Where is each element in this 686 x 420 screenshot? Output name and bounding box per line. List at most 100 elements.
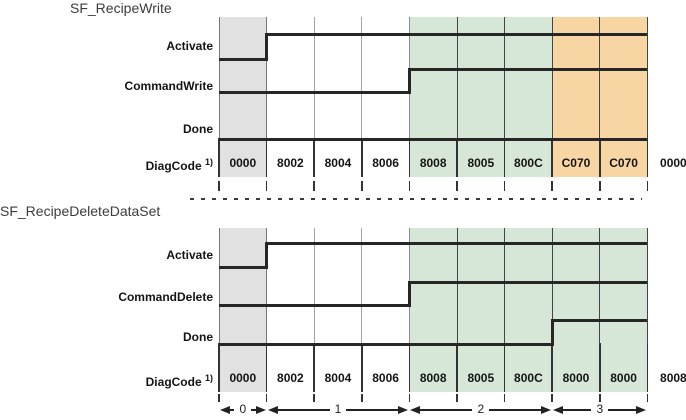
- diagcode-cell: 8002: [277, 156, 304, 170]
- signal-label: Activate: [166, 248, 213, 262]
- tick-mark: [218, 394, 220, 402]
- diagcode-label: DiagCode 1): [145, 373, 213, 389]
- phase-number: 1: [334, 402, 342, 416]
- signal-trace: [219, 58, 269, 61]
- phase-arrow-left-icon: [553, 405, 564, 414]
- phase-background: [552, 228, 600, 392]
- tick-mark: [551, 181, 553, 191]
- grid-line: [218, 228, 220, 346]
- phase-arrow-left-icon: [410, 405, 421, 414]
- diagcode-cell: C070: [609, 156, 638, 170]
- signal-trace: [265, 33, 648, 36]
- signal-trace: [265, 242, 648, 245]
- grid-line: [551, 17, 553, 141]
- diagcode-cell-border: [361, 343, 363, 392]
- diagcode-cell-border: [503, 138, 506, 177]
- tick-mark: [456, 394, 458, 402]
- diagcode-cell: 8000: [562, 371, 590, 385]
- diagcode-cell-border: [313, 138, 315, 177]
- phase-background: [599, 228, 648, 392]
- tick-mark: [456, 181, 458, 191]
- diagcode-cell: 8005: [467, 156, 495, 170]
- grid-line: [361, 17, 363, 141]
- diagcode-cell-border: [408, 138, 411, 177]
- signal-label: Activate: [166, 39, 213, 53]
- tick-mark: [361, 181, 363, 191]
- diagcode-cell-border: [313, 343, 315, 392]
- diagcode-value-outside: 0000: [660, 156, 686, 170]
- signal-trace-step: [550, 319, 554, 346]
- phase-arrow-right-icon: [398, 405, 409, 414]
- diagcode-cell: 8002: [277, 371, 304, 385]
- diagcode-cell-border: [361, 138, 363, 177]
- tick-mark: [313, 181, 315, 191]
- signal-trace: [219, 304, 411, 307]
- phase-line: [608, 408, 637, 411]
- diagcode-cell-border: [551, 138, 553, 177]
- dashed-separator: [190, 198, 642, 200]
- footnote-marker: 1): [204, 373, 213, 383]
- diagcode-cell: 8004: [324, 156, 352, 170]
- diagcode-cell: 8008: [419, 156, 447, 170]
- diagcode-cell: 8005: [467, 371, 495, 385]
- phase-marker: 3: [553, 403, 647, 415]
- tick-mark: [313, 394, 315, 402]
- phase-background: [552, 17, 600, 177]
- tick-mark: [646, 181, 649, 191]
- diagcode-cell-border: [456, 138, 458, 177]
- tick-mark: [361, 394, 363, 402]
- diagcode-cell: 8000: [610, 371, 637, 385]
- signal-trace: [407, 68, 648, 71]
- grid-line: [218, 17, 220, 141]
- phase-background: [599, 17, 648, 177]
- tick-mark: [503, 394, 506, 402]
- phase-number: 2: [477, 402, 485, 416]
- diagcode-cell: 8006: [372, 371, 399, 385]
- signal-trace: [407, 281, 648, 284]
- signal-label: Done: [183, 330, 213, 344]
- phase-arrow-right-icon: [541, 405, 552, 414]
- signal-trace-step: [407, 68, 411, 94]
- tick-mark: [408, 181, 411, 191]
- tick-mark: [551, 394, 553, 402]
- phase-background: [457, 228, 505, 392]
- tick-mark: [646, 394, 649, 402]
- phase-line: [346, 408, 399, 411]
- grid-line: [504, 17, 506, 141]
- grid-line: [551, 228, 553, 346]
- phase-line: [230, 408, 235, 411]
- grid-line: [266, 17, 268, 141]
- diagcode-cell-border: [265, 138, 268, 177]
- phase-line: [277, 408, 330, 411]
- tick-mark: [599, 394, 601, 402]
- phase-number: 0: [239, 402, 247, 416]
- phase-marker: 2: [410, 402, 552, 416]
- diagcode-value-outside: 8008: [660, 371, 686, 385]
- signal-label: CommandWrite: [124, 79, 213, 93]
- diagcode-cell: 0000: [229, 371, 257, 385]
- diagcode-cell-border: [551, 343, 553, 392]
- signal-trace: [219, 343, 554, 346]
- grid-line: [456, 17, 458, 141]
- grid-line: [313, 17, 315, 141]
- tick-mark: [503, 181, 506, 191]
- grid-line: [456, 228, 458, 346]
- diagcode-cell-border: [599, 138, 601, 177]
- diagcode-cell: 0000: [229, 156, 257, 170]
- tick-mark: [265, 394, 268, 402]
- diagcode-cell-border: [265, 343, 268, 392]
- tick-mark: [599, 181, 601, 191]
- grid-line: [266, 228, 268, 346]
- phase-background: [457, 17, 505, 177]
- signal-trace: [550, 319, 648, 322]
- grid-line: [646, 228, 648, 346]
- phase-background: [504, 17, 553, 177]
- diagcode-cell: 800C: [514, 156, 543, 170]
- signal-trace: [219, 266, 269, 269]
- chart-title-sf-recipewrite: SF_RecipeWrite: [70, 0, 172, 16]
- diagcode-cell: C070: [561, 156, 591, 170]
- diagcode-cell: 8008: [419, 371, 447, 385]
- phase-line: [563, 408, 592, 411]
- tick-mark: [218, 181, 220, 191]
